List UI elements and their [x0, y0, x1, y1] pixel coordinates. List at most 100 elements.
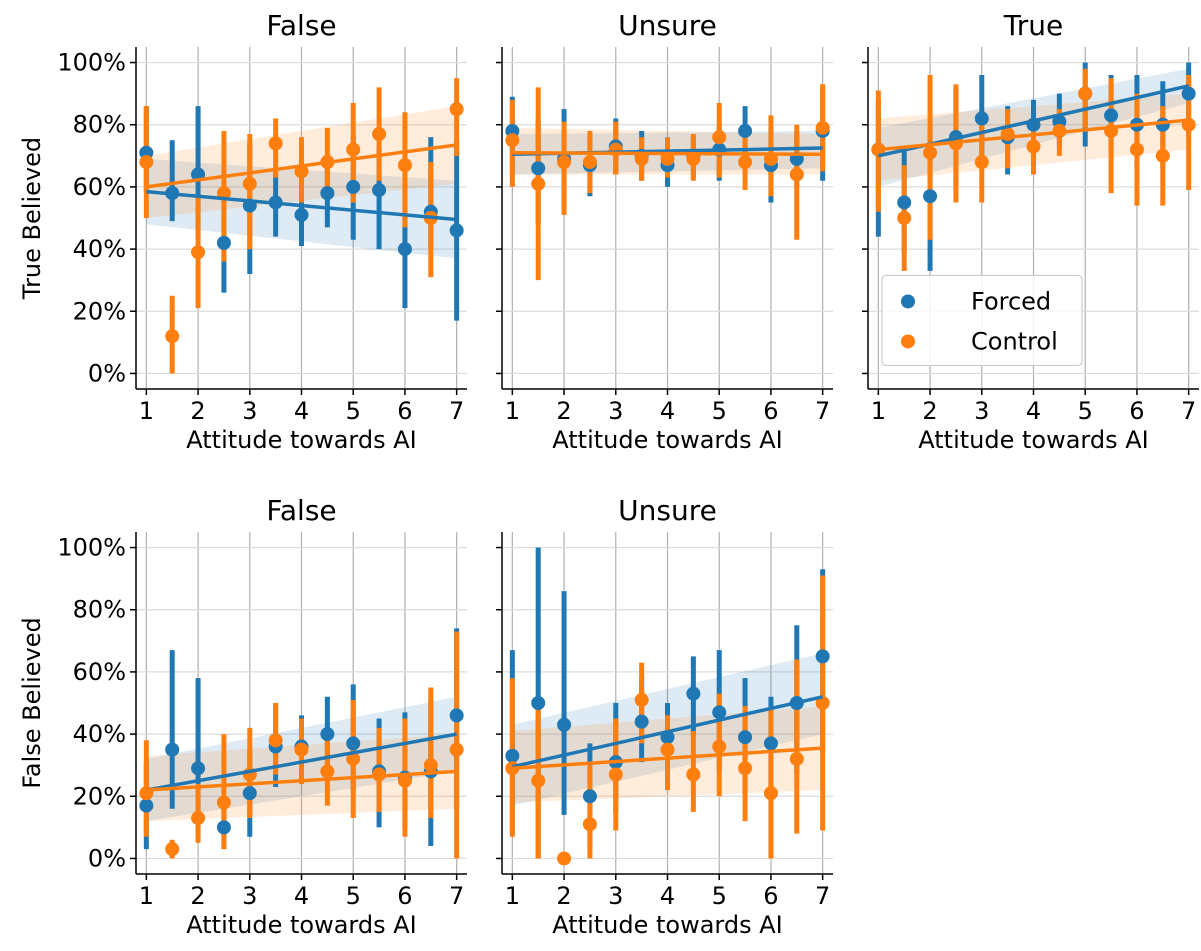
panel-1: 1 2 3 4 5 6 7 0% 20% 40% 60% 80% 100% False Attitude t…	[18, 9, 467, 454]
data-point-control	[531, 176, 546, 191]
y-axis-label: True Believed	[18, 137, 46, 300]
data-point-control	[712, 130, 727, 145]
regression-line-forced	[511, 695, 824, 769]
data-point-control	[634, 692, 649, 707]
regression-line-control	[878, 118, 1189, 152]
data-point-control	[397, 158, 412, 173]
data-point-control	[449, 742, 464, 757]
data-point-control	[582, 817, 597, 832]
regression-line-forced	[146, 189, 457, 222]
data-point-forced	[320, 727, 335, 742]
x-tick-label: 5	[712, 397, 727, 425]
data-point-control	[372, 127, 387, 142]
data-point-forced	[139, 798, 154, 813]
x-tick-label: 6	[397, 397, 412, 425]
data-point-control	[557, 851, 572, 866]
legend-marker-control	[901, 334, 915, 349]
legend-box	[881, 274, 1083, 367]
y-tick-label: 0%	[88, 844, 126, 872]
x-tick-label: 4	[294, 397, 309, 425]
data-point-control	[923, 145, 938, 160]
data-point-control	[191, 245, 206, 260]
y-tick-label: 0%	[88, 359, 126, 387]
x-tick-label: 3	[974, 397, 989, 425]
x-tick-label: 5	[346, 397, 361, 425]
data-point-control	[165, 329, 180, 344]
panel-5: 1 2 3 4 5 6 7 Unsure Attitude towards AI	[496, 494, 833, 939]
data-point-control	[346, 142, 361, 157]
panel-title: False	[266, 9, 336, 42]
regression-line-control	[512, 746, 823, 771]
data-point-forced	[763, 736, 778, 751]
data-point-forced	[346, 179, 361, 194]
data-point-control	[974, 155, 989, 170]
y-axis-label: False Believed	[18, 617, 46, 788]
data-point-control	[531, 773, 546, 788]
data-point-forced	[165, 742, 180, 757]
x-tick-label: 7	[1181, 397, 1196, 425]
data-point-forced	[557, 717, 572, 732]
data-point-control	[738, 761, 753, 776]
data-point-control	[712, 739, 727, 754]
x-tick-label: 6	[763, 882, 778, 910]
data-point-forced	[897, 195, 912, 210]
data-point-control	[191, 811, 206, 826]
panel-title: False	[266, 494, 336, 527]
data-point-forced	[216, 820, 231, 835]
y-tick-label: 60%	[73, 173, 126, 201]
y-tick-label: 20%	[73, 297, 126, 325]
data-point-control	[1155, 148, 1170, 163]
data-point-forced	[712, 705, 727, 720]
x-tick-label: 1	[871, 397, 886, 425]
data-point-forced	[449, 223, 464, 238]
data-point-control	[634, 151, 649, 166]
x-tick-label: 2	[922, 397, 937, 425]
y-tick-label: 20%	[73, 782, 126, 810]
x-tick-label: 1	[505, 397, 520, 425]
x-axis-label: Attitude towards AI	[186, 911, 416, 939]
data-point-control	[294, 742, 309, 757]
x-tick-label: 3	[608, 882, 623, 910]
data-point-forced	[1104, 108, 1119, 123]
data-point-control	[423, 758, 438, 773]
legend-label-control: Control	[971, 327, 1058, 355]
data-point-control	[242, 176, 257, 191]
panel-2: 1 2 3 4 5 6 7 Unsure Attitude towards AI	[496, 9, 833, 454]
data-point-control	[216, 795, 231, 810]
data-point-control	[320, 764, 335, 779]
data-point-forced	[242, 786, 257, 801]
data-point-control	[1026, 139, 1041, 154]
data-point-forced	[320, 186, 335, 201]
data-point-forced	[191, 761, 206, 776]
data-point-forced	[505, 748, 520, 763]
panel-title: True	[1003, 9, 1063, 42]
panel-3: 1 2 3 4 5 6 7 True Attitude towards AI Forced Cont…	[862, 9, 1199, 454]
data-point-control	[582, 155, 597, 170]
y-tick-label: 40%	[73, 235, 126, 263]
x-tick-label: 5	[712, 882, 727, 910]
data-point-forced	[372, 183, 387, 198]
data-point-control	[789, 167, 804, 182]
data-point-forced	[923, 189, 938, 204]
regression-line-control	[512, 150, 823, 157]
data-point-control	[789, 751, 804, 766]
data-point-forced	[1181, 86, 1196, 101]
x-tick-label: 2	[190, 397, 205, 425]
regression-line-control	[146, 143, 457, 189]
x-tick-label: 2	[556, 882, 571, 910]
data-point-control	[268, 733, 283, 748]
data-point-control	[346, 751, 361, 766]
data-point-control	[738, 155, 753, 170]
x-tick-label: 7	[815, 882, 830, 910]
data-point-control	[686, 151, 701, 166]
panel-title: Unsure	[618, 9, 717, 42]
data-point-control	[449, 102, 464, 117]
y-tick-label: 80%	[73, 111, 126, 139]
x-tick-label: 6	[397, 882, 412, 910]
x-tick-label: 2	[556, 397, 571, 425]
data-point-control	[815, 696, 830, 710]
data-point-forced	[815, 649, 830, 664]
data-point-control	[608, 767, 623, 782]
